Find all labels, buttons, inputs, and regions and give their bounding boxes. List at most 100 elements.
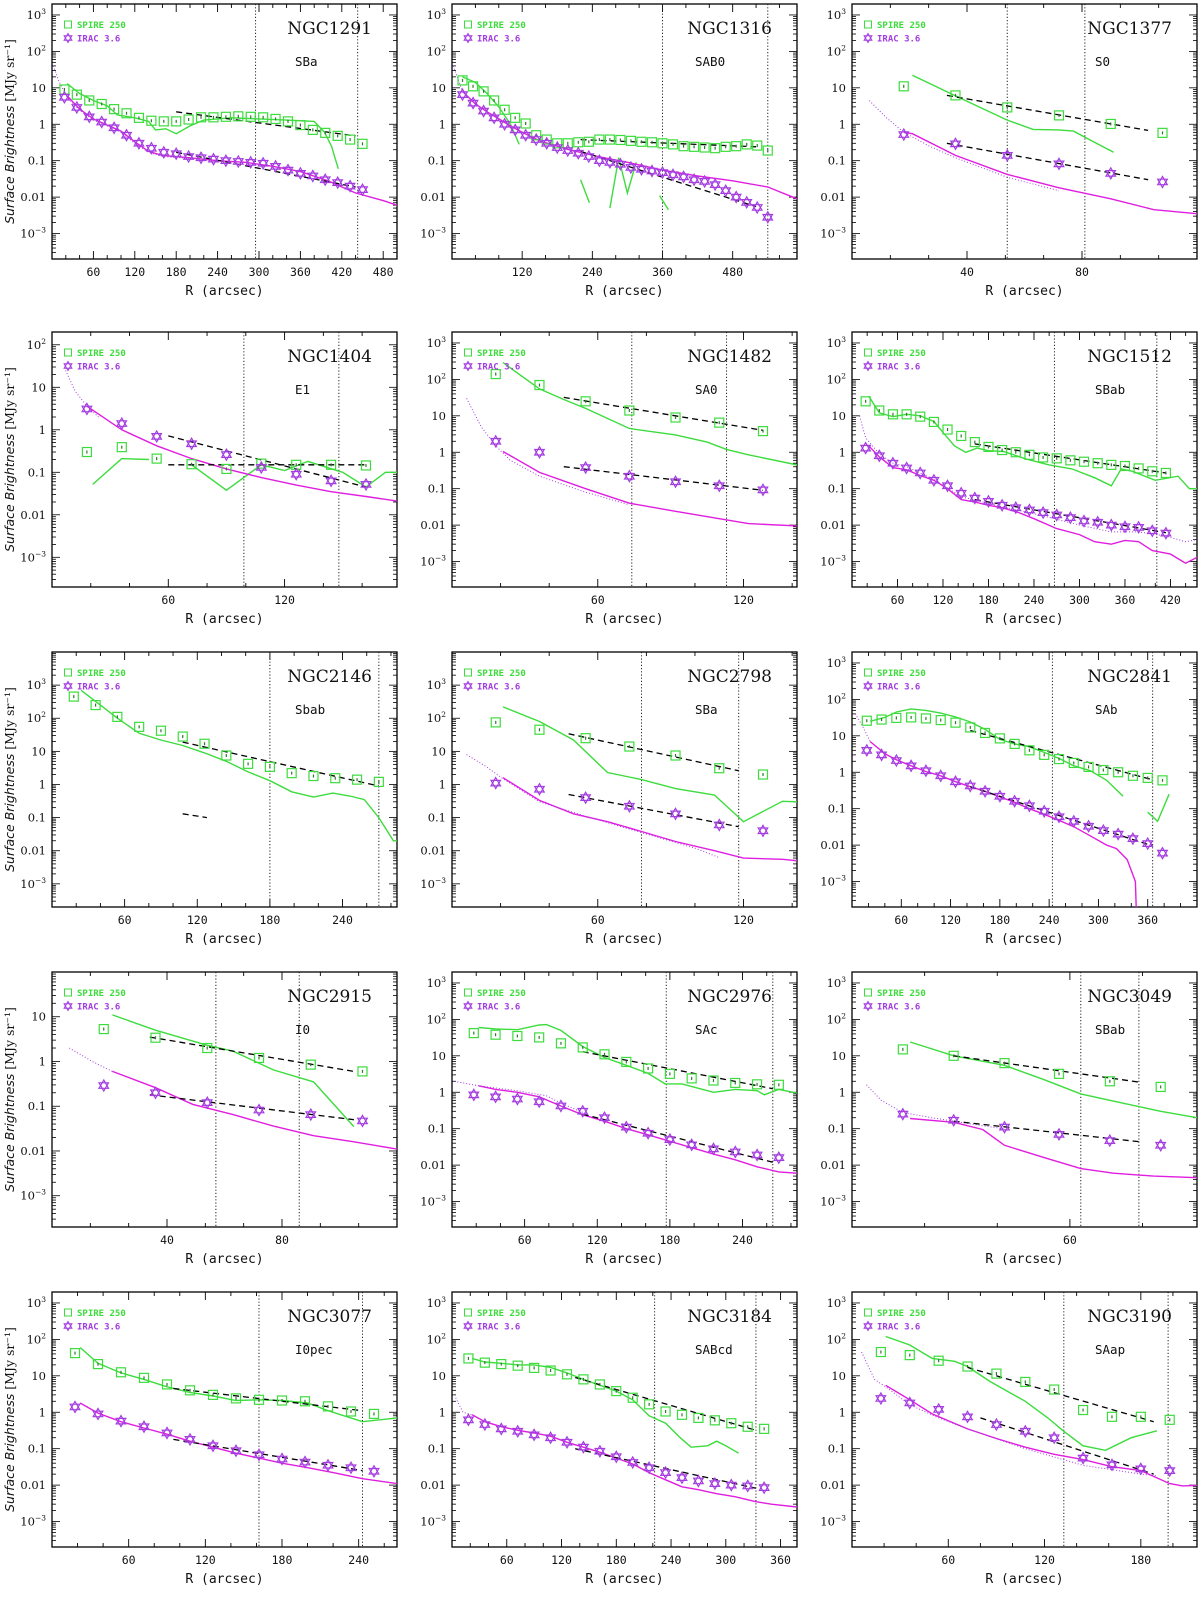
- spire-data-point: [751, 1079, 763, 1090]
- error-bar: [538, 383, 541, 387]
- error-bar: [1042, 455, 1044, 459]
- fit-line: [176, 151, 356, 188]
- spire-data-point: [490, 717, 501, 728]
- error-bar: [661, 141, 664, 145]
- spire-data-point: [676, 1409, 688, 1420]
- legend-spire-label: SPIRE 250: [877, 1309, 926, 1319]
- x-tick-label: 180: [166, 265, 187, 279]
- spire-data-point: [583, 136, 594, 147]
- spire-data-point: [699, 142, 710, 153]
- irac-data-point: [1135, 1462, 1147, 1476]
- x-tick-label: 40: [160, 1233, 174, 1247]
- irac-data-point: [145, 141, 158, 155]
- spire-data-point: [577, 1042, 588, 1053]
- irac-data-point: [1156, 175, 1169, 189]
- error-bar: [247, 762, 249, 766]
- y-tick-label: 10−3: [820, 1514, 846, 1529]
- irac-data-point: [941, 479, 954, 493]
- x-tick-label: 40: [960, 265, 974, 279]
- error-bar: [585, 399, 587, 403]
- irac-data-point: [498, 117, 511, 132]
- y-tick-label: 1: [439, 777, 446, 791]
- spire-data-point: [177, 731, 188, 742]
- y-tick-label: 10: [831, 1049, 846, 1063]
- x-tick-label: 120: [124, 265, 145, 279]
- irac-data-point: [994, 789, 1006, 803]
- x-tick-label: 300: [715, 1553, 736, 1567]
- irac-data-point: [207, 1439, 219, 1453]
- spire-data-point: [345, 1406, 357, 1417]
- y-tick-label: 103: [427, 7, 447, 22]
- error-bar: [504, 108, 506, 112]
- error-bar: [725, 145, 727, 149]
- irac-data-point: [1097, 823, 1110, 838]
- legend-square-icon: [864, 668, 872, 677]
- y-tick-label: 10−3: [420, 226, 446, 241]
- error-bar: [762, 429, 764, 433]
- error-bar: [878, 409, 880, 412]
- spire-data-point: [116, 442, 127, 453]
- error-bar: [1161, 778, 1164, 782]
- error-bar: [1097, 461, 1099, 465]
- irac-data-point: [58, 90, 71, 105]
- x-tick-label: 60: [1063, 1233, 1077, 1247]
- x-tick-label: 80: [275, 1233, 289, 1247]
- fit-line: [575, 1376, 757, 1431]
- spire-data-point: [1157, 775, 1168, 786]
- error-bar: [925, 716, 927, 720]
- spire-data-point: [678, 141, 689, 152]
- spire-data-point: [155, 725, 167, 736]
- y-tick-label: 0.1: [28, 1099, 46, 1113]
- irac-data-point: [307, 169, 319, 183]
- spire-data-point: [332, 130, 343, 141]
- error-bar: [138, 116, 140, 120]
- error-bar: [599, 1382, 601, 1386]
- error-bar: [647, 1066, 649, 1070]
- legend-star-icon: [863, 360, 873, 372]
- irac-data-point: [97, 1078, 110, 1093]
- plot-frame: [451, 331, 798, 588]
- irac-data-point: [294, 166, 307, 180]
- y-tick-label: 102: [27, 710, 47, 725]
- spire-data-point: [467, 81, 479, 92]
- error-bar: [546, 138, 548, 142]
- error-bar: [1165, 471, 1167, 475]
- error-bar: [274, 117, 277, 121]
- plot-frame: [851, 1291, 1198, 1548]
- spire-data-point: [134, 721, 145, 732]
- error-bar: [1015, 450, 1017, 454]
- x-axis-label: R (arcsec): [185, 284, 263, 299]
- y-tick-label: 0.1: [28, 465, 46, 479]
- spire-data-point: [207, 1389, 219, 1400]
- x-tick-label: 60: [518, 1233, 532, 1247]
- spire-data-point: [245, 111, 256, 122]
- y-tick-label: 0.01: [20, 1478, 46, 1492]
- error-bar: [954, 93, 957, 97]
- y-tick-label: 1: [839, 1085, 846, 1099]
- legend-irac-label: IRAC 3.6: [877, 683, 920, 693]
- error-bar: [212, 1393, 214, 1397]
- error-bar: [588, 140, 590, 144]
- error-bar: [365, 463, 367, 467]
- fit-line: [980, 1417, 1154, 1475]
- error-bar: [648, 1402, 650, 1406]
- x-tick-label: 120: [195, 1553, 216, 1567]
- y-tick-label: 10−3: [20, 1514, 46, 1529]
- irac-data-point: [875, 1391, 887, 1406]
- y-tick-label: 102: [427, 371, 447, 386]
- error-bar: [1058, 757, 1060, 761]
- irac-data-point: [932, 1402, 945, 1417]
- legend-square-icon: [464, 1308, 472, 1317]
- error-bar: [287, 119, 289, 123]
- error-bar: [121, 445, 123, 449]
- spire-data-point: [256, 458, 267, 469]
- chart-svg: 40 80 10 1 0.1 0.01 10−3 R (arcsec) Surface Brig…: [2, 971, 398, 1267]
- spire-data-point: [962, 1361, 973, 1372]
- irac-data-point: [982, 494, 995, 508]
- spire-data-point: [948, 1050, 959, 1061]
- error-bar: [189, 1388, 191, 1392]
- x-tick-label: 120: [587, 1233, 608, 1247]
